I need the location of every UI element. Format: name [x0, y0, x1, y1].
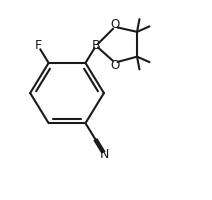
- Text: F: F: [35, 39, 42, 52]
- Text: O: O: [110, 59, 120, 72]
- Text: N: N: [100, 148, 109, 161]
- Text: O: O: [110, 18, 120, 31]
- Text: B: B: [92, 39, 100, 52]
